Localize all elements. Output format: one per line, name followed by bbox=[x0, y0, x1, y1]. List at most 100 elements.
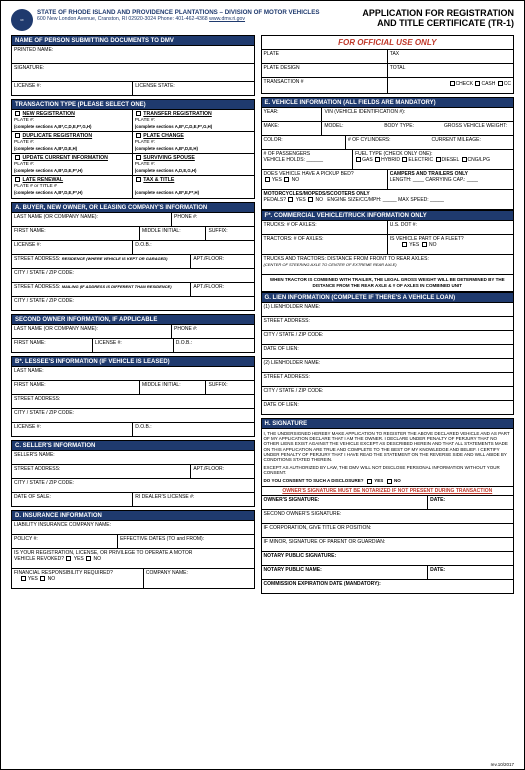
fleet[interactable]: IS VEHICLE PART OF A FLEET? YES NO bbox=[388, 235, 514, 255]
lien1-name[interactable]: (1) LIENHOLDER NAME: bbox=[261, 303, 514, 317]
tractor-axles[interactable]: TRACTORS: # OF AXLES: bbox=[261, 235, 388, 255]
owner-signature[interactable]: OWNER'S SIGNATURE: bbox=[261, 496, 429, 510]
state-seal-icon: RI bbox=[11, 9, 33, 31]
notary-date[interactable]: DATE: bbox=[428, 566, 514, 580]
veh-vin[interactable]: VIN (VEHICLE IDENTIFICATION #): bbox=[322, 108, 514, 122]
lessee-cityzip[interactable]: CITY / STATE / ZIP CODE: bbox=[11, 409, 255, 423]
notary-signature[interactable]: NOTARY PUBLIC SIGNATURE: bbox=[261, 552, 514, 566]
owner2-license[interactable]: LICENSE #: bbox=[93, 339, 174, 353]
buyer-apt2[interactable]: APT./FLOOR: bbox=[191, 283, 254, 297]
official-total: TOTAL bbox=[388, 64, 514, 78]
section-h-signature: H. SIGNATURE bbox=[261, 418, 514, 429]
veh-passengers[interactable]: # OF PASSENGERSVEHICLE HOLDS: ______ bbox=[261, 150, 354, 170]
seller-street[interactable]: STREET ADDRESS: bbox=[11, 465, 191, 479]
lessee-mi[interactable]: MIDDLE INITIAL: bbox=[140, 381, 207, 395]
seller-apt[interactable]: APT./FLOOR: bbox=[191, 465, 254, 479]
usdot[interactable]: U.S. DOT #: bbox=[388, 221, 514, 235]
lien1-street[interactable]: STREET ADDRESS: bbox=[261, 317, 514, 331]
buyer-apt1[interactable]: APT./FLOOR: bbox=[191, 255, 254, 269]
owner2-phone[interactable]: PHONE #: bbox=[172, 325, 255, 339]
lien2-name[interactable]: (2) LIENHOLDER NAME: bbox=[261, 359, 514, 373]
buyer-cityzip2[interactable]: CITY / STATE / ZIP CODE: bbox=[11, 297, 255, 311]
minor-guardian[interactable]: IF MINOR, SIGNATURE OF PARENT OR GUARDIA… bbox=[261, 538, 514, 552]
owner-sig-date[interactable]: DATE: bbox=[428, 496, 514, 510]
owner2-dob[interactable]: D.O.B.: bbox=[174, 339, 255, 353]
section-b-lessee: B*. LESSEE'S INFORMATION (IF VEHICLE IS … bbox=[11, 356, 255, 367]
buyer-mi[interactable]: MIDDLE INITIAL: bbox=[140, 227, 207, 241]
lessee-suffix[interactable]: SUFFIX: bbox=[206, 381, 254, 395]
veh-color[interactable]: COLOR: bbox=[261, 136, 346, 150]
owner2-firstname[interactable]: FIRST NAME: bbox=[11, 339, 93, 353]
official-tax: TAX bbox=[388, 50, 514, 64]
veh-body[interactable]: BODY TYPE: bbox=[382, 122, 442, 136]
lien1-date[interactable]: DATE OF LIEN: bbox=[261, 345, 514, 359]
trans-surviving-spouse[interactable]: SURVIVING SPOUSEPLATE #:(complete sectio… bbox=[133, 154, 254, 176]
policy-number[interactable]: POLICY #: bbox=[11, 535, 118, 549]
disclosure-text: I, THE UNDERSIGNED HEREBY MAKE APPLICATI… bbox=[262, 429, 513, 486]
veh-campers[interactable]: CAMPERS AND TRAILERS ONLYLENGTH: ____ CA… bbox=[388, 170, 514, 190]
buyer-dob[interactable]: D.O.B.: bbox=[133, 241, 254, 255]
printed-name[interactable]: PRINTED NAME: bbox=[11, 46, 255, 64]
lessee-license[interactable]: LICENSE #: bbox=[11, 423, 133, 437]
official-plate: PLATE bbox=[261, 50, 388, 64]
veh-gvw[interactable]: GROSS VEHICLE WEIGHT: bbox=[442, 122, 514, 136]
buyer-phone[interactable]: PHONE #: bbox=[172, 213, 255, 227]
lessee-dob[interactable]: D.O.B.: bbox=[133, 423, 254, 437]
license-state[interactable]: LICENSE STATE: bbox=[133, 82, 254, 96]
lien2-street[interactable]: STREET ADDRESS: bbox=[261, 373, 514, 387]
buyer-firstname[interactable]: FIRST NAME: bbox=[11, 227, 140, 241]
trans-plate-change[interactable]: PLATE CHANGEPLATE #:(complete sections A… bbox=[133, 132, 254, 154]
veh-fuel[interactable]: FUEL TYPE (CHECK ONLY ONE):GAS HYBRID EL… bbox=[353, 150, 514, 170]
veh-make[interactable]: MAKE: bbox=[261, 122, 323, 136]
truck-axles[interactable]: TRUCKS: # OF AXLES: bbox=[261, 221, 388, 235]
revoked-question[interactable]: IS YOUR REGISTRATION, LICENSE, OR PRIVIL… bbox=[11, 549, 255, 569]
dmv-url[interactable]: www.dmv.ri.gov bbox=[209, 16, 245, 22]
commission-expiration[interactable]: COMMISSION EXPIRATION DATE (MANDATORY): bbox=[261, 580, 514, 594]
seller-name[interactable]: SELLER'S NAME: bbox=[11, 451, 255, 465]
trans-new-registration[interactable]: NEW REGISTRATIONPLATE #:(complete sectio… bbox=[12, 110, 133, 132]
lessee-lastname[interactable]: LAST NAME: bbox=[11, 367, 255, 381]
buyer-license[interactable]: LICENSE #: bbox=[11, 241, 133, 255]
owner2-lastname[interactable]: LAST NAME (OR COMPANY NAME): bbox=[11, 325, 172, 339]
notary-name[interactable]: NOTARY PUBLIC NAME: bbox=[261, 566, 429, 580]
veh-pickup[interactable]: DOES VEHICLE HAVE A PICKUP BED? YES NO bbox=[261, 170, 388, 190]
insurance-company[interactable]: LIABILITY INSURANCE COMPANY NAME: bbox=[11, 521, 255, 535]
veh-model[interactable]: MODEL: bbox=[322, 122, 382, 136]
trailer-note: WHEN TRACTOR IS COMBINED WITH TRAILER, T… bbox=[261, 275, 514, 292]
dealer-license[interactable]: RI DEALER'S LICENSE #: bbox=[133, 493, 254, 507]
lien2-cityzip[interactable]: CITY / STATE / ZIP CODE: bbox=[261, 387, 514, 401]
fin-company[interactable]: COMPANY NAME: bbox=[144, 569, 255, 589]
official-transaction: TRANSACTION # bbox=[261, 78, 388, 94]
effective-dates[interactable]: EFFECTIVE DATES (TO and FROM): bbox=[118, 535, 254, 549]
buyer-street-mailing[interactable]: STREET ADDRESS: MAILING (IF ADDRESS IS D… bbox=[11, 283, 191, 297]
trans-transfer-registration[interactable]: TRANSFER REGISTRATIONPLATE #:(complete s… bbox=[133, 110, 254, 132]
trans-duplicate-registration[interactable]: DUPLICATE REGISTRATIONPLATE #:(complete … bbox=[12, 132, 133, 154]
buyer-street-residence[interactable]: STREET ADDRESS: RESIDENCE (WHERE VEHICLE… bbox=[11, 255, 191, 269]
veh-year[interactable]: YEAR: bbox=[261, 108, 323, 122]
section-second-owner: SECOND OWNER INFORMATION, IF APPLICABLE bbox=[11, 314, 255, 325]
seller-cityzip[interactable]: CITY / STATE / ZIP CODE: bbox=[11, 479, 255, 493]
license-number[interactable]: LICENSE #: bbox=[11, 82, 133, 96]
veh-mileage[interactable]: CURRENT MILEAGE: bbox=[430, 136, 514, 150]
axle-distance[interactable]: TRUCKS AND TRACTORS: DISTANCE FROM FRONT… bbox=[261, 255, 514, 275]
veh-cylinders[interactable]: # OF CYLINDERS: bbox=[346, 136, 429, 150]
payment-type[interactable]: CHECK CASH CC bbox=[388, 78, 514, 94]
lien1-cityzip[interactable]: CITY / STATE / ZIP CODE: bbox=[261, 331, 514, 345]
agency-name: STATE OF RHODE ISLAND AND PROVIDENCE PLA… bbox=[37, 9, 358, 16]
trans-late-renewal[interactable]: LATE RENEWALPLATE # or TITLE #(complete … bbox=[12, 176, 133, 198]
second-owner-signature[interactable]: SECOND OWNER'S SIGNATURE: bbox=[261, 510, 514, 524]
lien2-date[interactable]: DATE OF LIEN: bbox=[261, 401, 514, 415]
transaction-grid: NEW REGISTRATIONPLATE #:(complete sectio… bbox=[11, 110, 255, 199]
buyer-lastname[interactable]: LAST NAME (OR COMPANY NAME): bbox=[11, 213, 172, 227]
signature-field[interactable]: SIGNATURE: bbox=[11, 64, 255, 82]
corp-title[interactable]: IF CORPORATION, GIVE TITLE OR POSITION: bbox=[261, 524, 514, 538]
lessee-street[interactable]: STREET ADDRESS: bbox=[11, 395, 255, 409]
trans-update-info[interactable]: UPDATE CURRENT INFORMATIONPLATE #:(compl… bbox=[12, 154, 133, 176]
veh-motorcycles[interactable]: MOTORCYCLES/MOPEDS/SCOOTERS ONLYPEDALS? … bbox=[261, 190, 514, 210]
buyer-cityzip1[interactable]: CITY / STATE / ZIP CODE: bbox=[11, 269, 255, 283]
date-of-sale[interactable]: DATE OF SALE: bbox=[11, 493, 133, 507]
fin-responsibility[interactable]: FINANCIAL RESPONSIBILITY REQUIRED? YES N… bbox=[11, 569, 144, 589]
trans-tax-title[interactable]: TAX & TITLE(complete sections A,B*,E,F*,… bbox=[133, 176, 254, 198]
buyer-suffix[interactable]: SUFFIX: bbox=[206, 227, 254, 241]
lessee-firstname[interactable]: FIRST NAME: bbox=[11, 381, 140, 395]
